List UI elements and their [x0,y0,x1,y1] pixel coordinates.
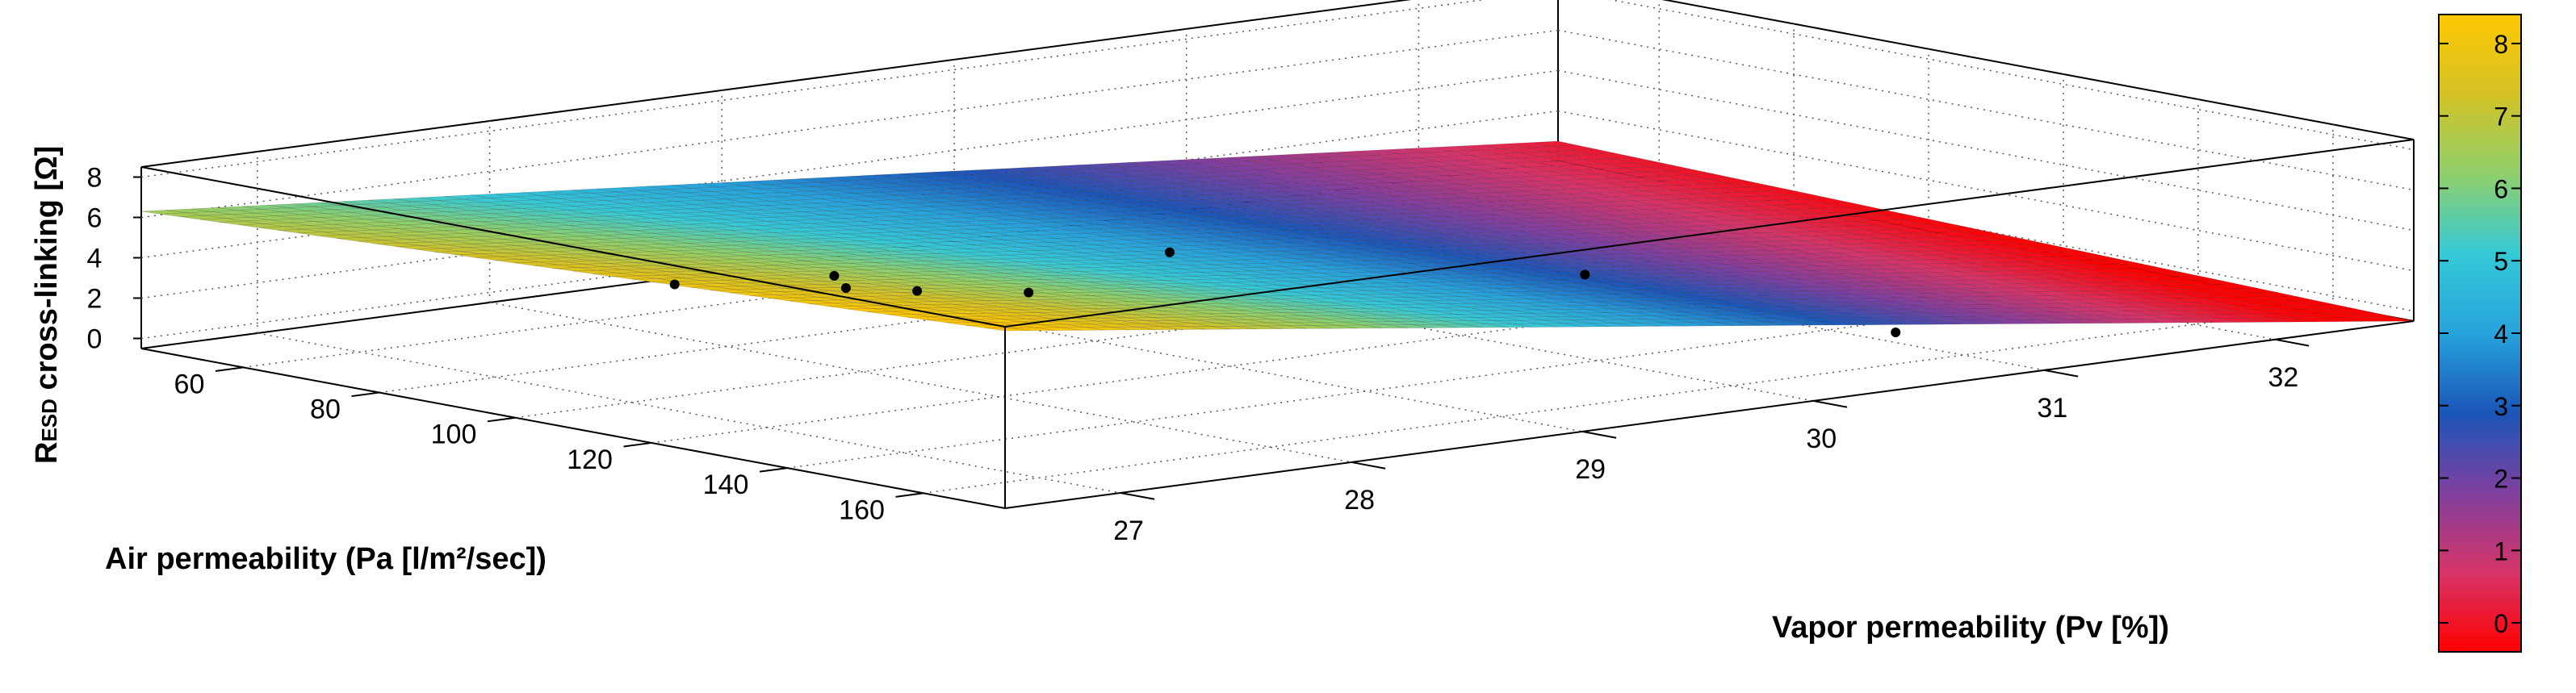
grid-line-z [140,0,1487,178]
box-edge [1004,139,2415,328]
colorbar-tick-label: 6 [2494,174,2508,203]
data-point [1580,269,1590,280]
y-tick-mark [487,416,516,423]
x-tick-mark [1120,492,1155,500]
surface-mesh [140,140,2415,332]
x-tick-mark [1581,430,1617,439]
grid-line-x [489,302,1352,463]
box-edge [140,0,1412,168]
x-tick-label: 29 [1575,454,1606,485]
tick-labels: 27 28 29 30 31 32 60 80 100 120 140 160 0 2 4 6 8 [87,163,2310,546]
x-tick-label: 27 [1113,516,1144,546]
grid-line-y [923,305,2333,495]
data-point [1024,287,1034,298]
box-edge [1004,320,2415,509]
y-tick-label: 60 [174,369,205,399]
y-axis-title: Air permeability (Pa [l/m²/sec]) [105,542,547,576]
z-tick-label: 8 [87,163,103,194]
y-tick-label: 160 [839,495,885,525]
x-tick-label: 28 [1344,485,1375,516]
x-tick-mark [2044,369,2079,378]
colorbar-tick-label: 3 [2494,392,2508,421]
colorbar-tick-label: 8 [2494,30,2508,59]
data-points [669,247,1901,338]
colorbar [2438,14,2522,653]
colorbar-tick-label: 0 [2494,609,2508,638]
y-tick-mark [623,441,652,448]
axes-box-front [140,139,2415,509]
data-point [1164,247,1175,257]
data-point [840,283,851,294]
x-tick-mark [1813,399,1848,408]
box-edge [140,348,1006,509]
x-tick-label: 32 [2268,362,2298,393]
data-point [829,270,840,281]
colorbar-ticks: 0 1 2 3 4 5 6 7 8 [2439,30,2521,638]
x-tick-label: 31 [2037,393,2067,424]
z-tick-label: 6 [87,203,103,234]
z-tick-label: 2 [87,284,103,315]
y-tick-mark [895,492,924,498]
x-tick-mark [1351,461,1386,470]
colorbar-tick-label: 5 [2494,247,2508,276]
colorbar-tick-label: 7 [2494,102,2508,132]
y-tick-label: 140 [703,470,749,500]
y-tick-mark [759,467,788,473]
x-tick-label: 30 [1806,424,1837,454]
grid-line-z [1608,0,2415,151]
grid-line-z [1557,29,2415,191]
colorbar-tick-label: 2 [2494,465,2508,494]
colorbar-tick-label: 4 [2494,319,2508,349]
z-tick-label: 4 [87,244,103,274]
colorbar-tick-label: 1 [2494,536,2508,566]
x-axis-title: Vapor permeability (Pv [%]) [1772,611,2169,645]
data-point [669,279,680,290]
data-point [1891,328,1901,338]
grid-line-x [257,332,1121,494]
x-tick-mark [2275,338,2310,347]
y-tick-label: 120 [567,445,613,475]
grid-line-y [787,280,2199,469]
box-edge [140,166,1006,328]
box-edge [1661,0,2415,140]
y-tick-mark [215,366,244,372]
y-tick-mark [351,391,380,398]
data-point [912,286,923,296]
y-tick-label: 80 [310,395,341,425]
y-tick-label: 100 [431,420,477,450]
z-axis-title: RESD cross-linking [Ω] [30,146,64,464]
z-tick-label: 0 [87,324,103,355]
